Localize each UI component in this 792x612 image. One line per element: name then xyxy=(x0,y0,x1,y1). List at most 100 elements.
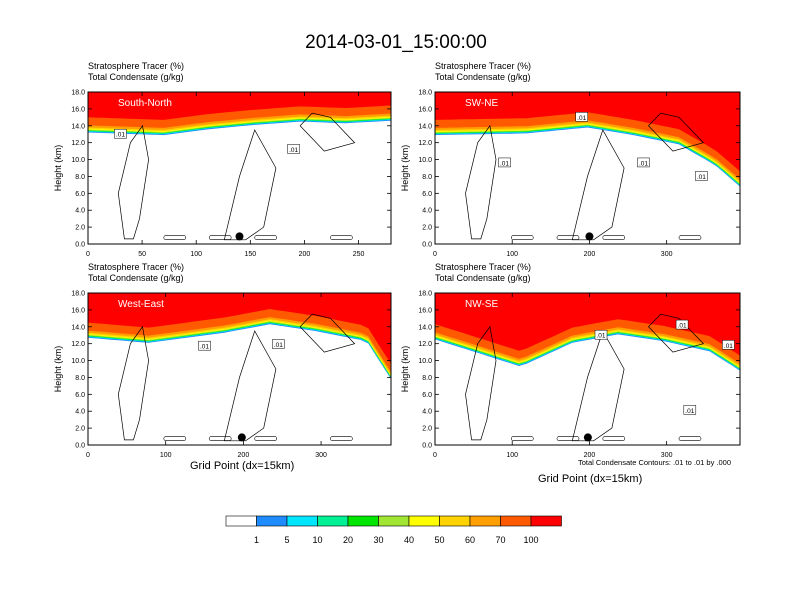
condensate-contour xyxy=(208,436,232,441)
colorbar-label: 30 xyxy=(373,535,383,545)
condensate-contour xyxy=(678,436,702,441)
y-tick-label: 6.0 xyxy=(422,392,432,399)
x-axis-title-right: Grid Point (dx=15km) xyxy=(538,473,643,485)
panel-plot: .01 .01 .01 .01 NW-SE 0.0 2.0 4.0 6.0 8.0 10.0 12.0… xyxy=(400,291,741,459)
colorbar-label: 70 xyxy=(495,535,505,545)
plot-frame xyxy=(87,91,392,245)
x-tick-label: 0 xyxy=(433,251,437,258)
colorbar-swatch xyxy=(378,515,410,527)
condensate-contour xyxy=(648,112,705,152)
panel-tracer-label: Stratosphere Tracer (%) xyxy=(88,262,185,272)
condensate-contour xyxy=(208,235,232,240)
contour-label-box xyxy=(675,319,689,330)
contour-label: .01 xyxy=(697,174,706,181)
y-axis-title: Height (km) xyxy=(53,145,63,192)
condensate-contour xyxy=(254,436,277,441)
condensate-contour xyxy=(223,129,277,241)
plot-area: .01 .01 .01 .01 SW-NE 0.0 2.0 4.0 6.0 8.0 10.0 12.0… xyxy=(400,90,741,258)
contour-label: .01 xyxy=(116,132,125,139)
contour-label: .01 xyxy=(724,343,733,350)
x-tick-label: 0 xyxy=(86,452,90,459)
plot-area: .01 .01 .01 .01 NW-SE 0.0 2.0 4.0 6.0 8.0 10.0 12.0… xyxy=(400,291,741,459)
y-tick-label: 8.0 xyxy=(75,174,85,181)
y-tick-label: 14.0 xyxy=(71,123,85,130)
x-tick-label: 300 xyxy=(315,452,327,459)
y-tick-label: 2.0 xyxy=(75,426,85,433)
panel-tracer-label: Stratosphere Tracer (%) xyxy=(88,61,185,71)
condensate-contour xyxy=(571,129,625,241)
x-tick-label: 200 xyxy=(299,251,311,258)
condensate-contour xyxy=(223,330,277,442)
panel-tracer-label: Stratosphere Tracer (%) xyxy=(435,61,532,71)
x-tick-label: 300 xyxy=(661,251,673,258)
y-tick-label: 10.0 xyxy=(418,157,432,164)
colorbar-swatch xyxy=(317,515,349,527)
panel-condensate-label: Total Condensate (g/kg) xyxy=(88,273,184,283)
plot-area: .01 .01 West-East 0.0 2.0 4.0 6.0 8.0 10.0 12.0 14… xyxy=(53,291,392,459)
y-tick-label: 6.0 xyxy=(422,191,432,198)
colorbar-label: 50 xyxy=(434,535,444,545)
condensate-contour xyxy=(602,235,626,240)
colorbar-label: 100 xyxy=(523,535,538,545)
x-tick-label: 0 xyxy=(86,251,90,258)
tracer-core xyxy=(88,92,391,105)
y-tick-label: 0.0 xyxy=(422,443,432,450)
condensate-contour xyxy=(602,436,626,441)
colorbar-swatch xyxy=(256,515,288,527)
condensate-contour xyxy=(648,313,705,353)
colorbar-swatch xyxy=(439,515,471,527)
y-tick-label: 0.0 xyxy=(422,242,432,249)
plot-area: .01 .01 South-North 0.0 2.0 4.0 6.0 8.0 10.0 12.0… xyxy=(53,90,392,258)
y-axis-title: Height (km) xyxy=(53,346,63,393)
condensate-contour xyxy=(511,436,534,441)
contour-label-box xyxy=(722,340,735,350)
y-tick-label: 16.0 xyxy=(418,307,432,314)
colorbar-swatch xyxy=(469,515,501,527)
location-marker xyxy=(237,433,246,442)
colorbar-swatch xyxy=(347,515,379,527)
y-tick-label: 8.0 xyxy=(75,375,85,382)
tracer-band xyxy=(435,92,740,172)
tracer-core xyxy=(435,293,740,341)
y-tick-label: 18.0 xyxy=(418,90,432,97)
panel-condensate-label: Total Condensate (g/kg) xyxy=(435,273,531,283)
colorbar: 1 5 10 20 30 40 50 60 70 100 xyxy=(225,515,562,545)
condensate-contour xyxy=(299,313,356,353)
contour-label: .01 xyxy=(274,342,283,349)
condensate-contour xyxy=(163,235,187,240)
contour-label-box xyxy=(114,128,127,139)
panel-direction-label: South-North xyxy=(118,98,172,109)
y-tick-label: 12.0 xyxy=(418,341,432,348)
contour-label: .01 xyxy=(500,160,509,167)
y-tick-label: 4.0 xyxy=(422,208,432,215)
panel-direction-label: SW-NE xyxy=(465,98,498,109)
colorbar-label: 60 xyxy=(465,535,475,545)
contour-label: .01 xyxy=(596,333,605,340)
tracer-core xyxy=(435,92,740,157)
contour-label-box xyxy=(683,405,697,415)
contour-label: .01 xyxy=(685,408,694,415)
y-tick-label: 10.0 xyxy=(418,358,432,365)
contour-label-box xyxy=(498,157,511,168)
location-marker xyxy=(583,433,592,442)
y-tick-label: 2.0 xyxy=(75,225,85,232)
contour-label-box xyxy=(287,144,300,154)
contour-label: .01 xyxy=(678,323,687,330)
y-tick-label: 14.0 xyxy=(71,324,85,331)
y-tick-label: 2.0 xyxy=(422,225,432,232)
location-marker xyxy=(235,232,244,241)
y-tick-label: 4.0 xyxy=(422,409,432,416)
x-tick-label: 200 xyxy=(238,452,250,459)
condensate-contour xyxy=(678,235,702,240)
tracer-core xyxy=(88,293,391,349)
y-tick-label: 2.0 xyxy=(422,426,432,433)
contour-label: .01 xyxy=(639,160,648,167)
y-tick-label: 12.0 xyxy=(71,341,85,348)
y-tick-label: 6.0 xyxy=(75,392,85,399)
y-tick-label: 14.0 xyxy=(418,324,432,331)
x-tick-label: 150 xyxy=(244,251,256,258)
condensate-contour xyxy=(299,112,356,152)
panel-plot: .01 .01 .01 .01 SW-NE 0.0 2.0 4.0 6.0 8.0 10.0 12.0… xyxy=(400,90,741,258)
condensate-contour xyxy=(465,124,497,240)
contour-label-box xyxy=(594,329,608,340)
